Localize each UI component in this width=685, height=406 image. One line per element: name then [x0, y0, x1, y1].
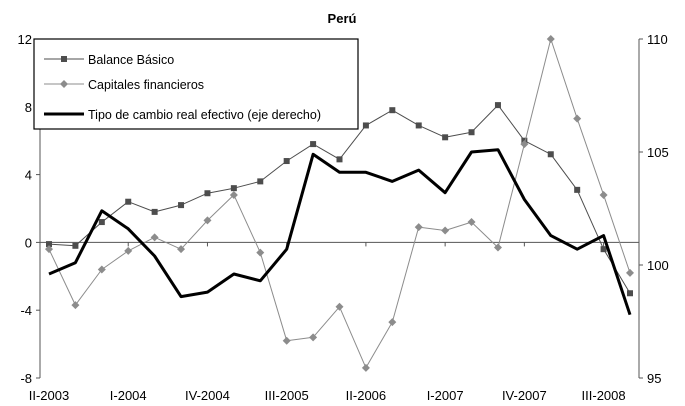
legend-label: Tipo de cambio real efectivo (eje derech…	[88, 108, 321, 122]
series-1-point	[257, 178, 264, 185]
y-left-tick-label: 4	[25, 168, 32, 183]
series-1-point	[125, 198, 132, 205]
series-2-point	[388, 318, 397, 327]
series-2-point	[573, 114, 582, 123]
series-2-point	[441, 226, 450, 235]
series-2-point	[71, 301, 80, 310]
x-tick-label: III-2005	[265, 388, 309, 403]
series-1-point	[442, 134, 449, 141]
chart-title: Perú	[328, 11, 357, 26]
series-1-point	[310, 141, 317, 148]
series-1-point	[178, 202, 185, 209]
series-line-3	[48, 148, 632, 316]
series-1-point	[46, 241, 52, 248]
y-right-tick-label: 110	[647, 32, 668, 47]
series-2-point	[335, 302, 344, 311]
series-2-point	[97, 265, 106, 274]
axes: 12 8 4 0 -4 -8 110 105 100 95 II-2003 I-2004 IV-2004…	[18, 32, 669, 403]
series-1-point	[468, 129, 475, 136]
series-2-point	[599, 190, 608, 199]
y-left-tick-label: 0	[25, 235, 32, 250]
y-right-tick-label: 95	[647, 371, 661, 386]
series-1-point	[415, 122, 422, 129]
series-1-point	[362, 122, 369, 129]
y-left-tick-label: 8	[25, 100, 32, 115]
legend: Balance Básico Capitales financieros Tipo …	[33, 38, 359, 130]
series-2-point	[282, 336, 291, 345]
series-1-point	[574, 186, 581, 193]
series-1-point	[494, 102, 501, 109]
series-2-point	[414, 223, 423, 232]
series-2-point	[229, 190, 238, 199]
series-2-point	[309, 333, 318, 342]
series-1-point	[627, 290, 633, 297]
y-right-tick-label: 105	[647, 145, 669, 160]
series-1-point	[283, 158, 290, 165]
series-2-point	[361, 363, 370, 372]
series-2-point	[520, 140, 529, 149]
x-tick-label: I-2004	[110, 388, 147, 403]
legend-swatch-marker	[61, 56, 67, 62]
legend-label: Balance Básico	[88, 53, 174, 67]
series-line-1	[48, 104, 631, 294]
x-tick-label: II-2006	[346, 388, 386, 403]
series-1-point	[336, 156, 343, 163]
y-left-tick-label: -8	[20, 371, 32, 386]
series-1-point	[230, 185, 237, 192]
series-2-point	[124, 246, 133, 255]
series-2-point	[467, 218, 476, 227]
series-2-point	[177, 245, 186, 254]
series-2-point	[203, 216, 212, 225]
series-1-point	[389, 107, 396, 114]
x-tick-label: I-2007	[427, 388, 464, 403]
legend-label: Capitales financieros	[88, 78, 204, 92]
series-1-point	[547, 151, 554, 158]
series-2-point	[493, 243, 502, 252]
x-tick-label: IV-2004	[185, 388, 230, 403]
series-1-point	[98, 219, 105, 226]
series-1-point	[72, 242, 79, 249]
x-tick-label: II-2003	[29, 388, 69, 403]
series-2-point	[256, 248, 265, 257]
series-2-point	[150, 233, 159, 242]
series-layer	[45, 35, 634, 372]
series-2-point	[45, 245, 53, 254]
series-2-point	[546, 35, 555, 43]
series-1-point	[600, 246, 607, 253]
x-tick-label: IV-2007	[502, 388, 547, 403]
y-left-tick-label: 12	[18, 32, 32, 47]
y-left-tick-label: -4	[20, 303, 32, 318]
y-right-tick-label: 100	[647, 258, 669, 273]
legend-box	[33, 38, 359, 130]
x-tick-label: III-2008	[582, 388, 626, 403]
series-2-point	[626, 268, 634, 277]
legend-swatch-marker	[60, 80, 68, 88]
series-1-point	[151, 208, 158, 215]
series-1-point	[204, 190, 211, 197]
